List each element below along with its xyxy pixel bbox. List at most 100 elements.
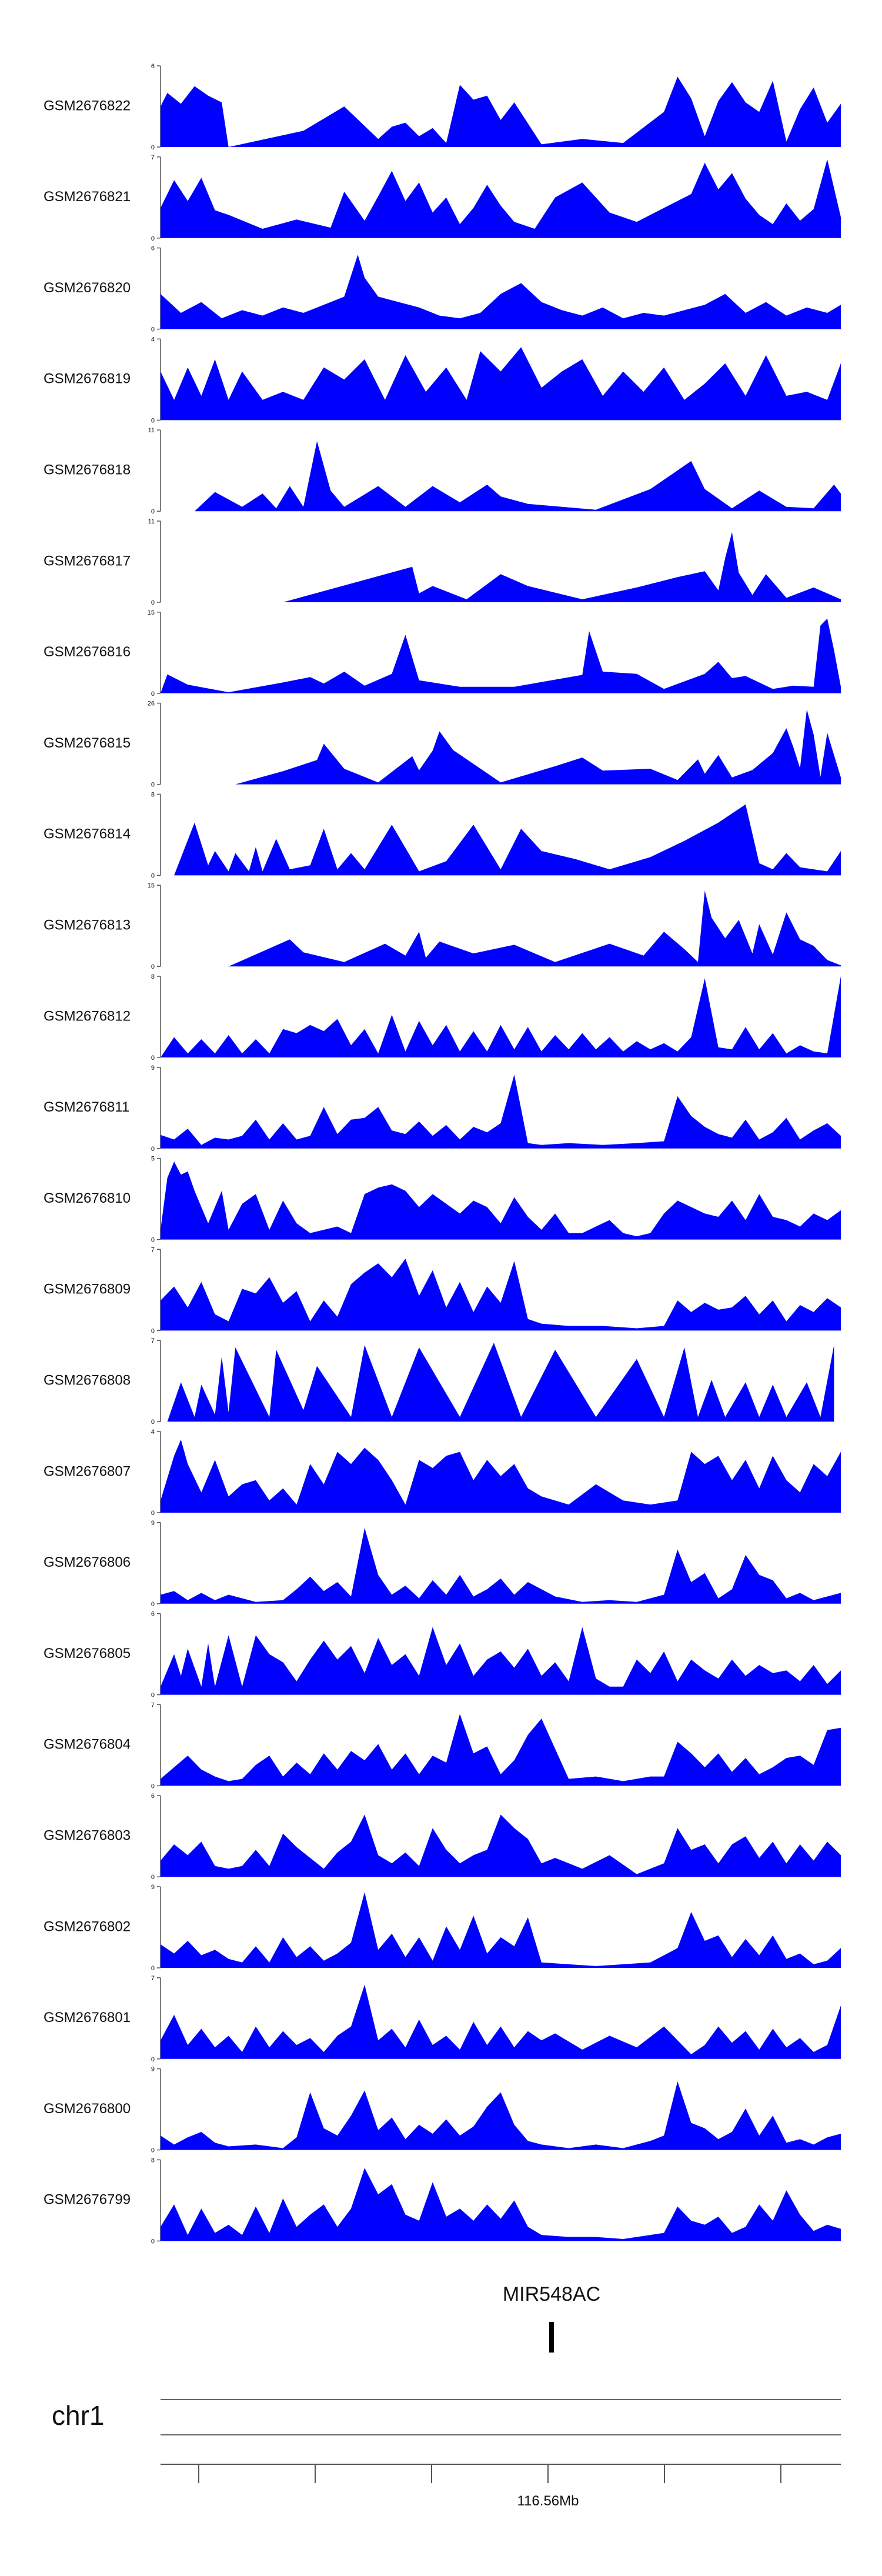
track-GSM2676804: GSM2676804 7 0 xyxy=(44,1701,841,1790)
track-ymin-label: 0 xyxy=(151,599,155,606)
track-ymax-label: 7 xyxy=(151,1337,155,1344)
track-label: GSM2676814 xyxy=(44,826,131,842)
coverage-area xyxy=(161,976,841,1057)
track-ymax-label: 11 xyxy=(148,427,155,434)
track-ymax-label: 9 xyxy=(151,2066,155,2073)
track-GSM2676812: GSM2676812 8 0 xyxy=(44,973,841,1062)
coverage-area xyxy=(161,2168,841,2241)
track-GSM2676799: GSM2676799 8 0 xyxy=(44,2157,841,2245)
track-ymax-label: 7 xyxy=(151,1975,155,1982)
track-GSM2676822: GSM2676822 6 0 xyxy=(44,63,841,151)
track-label: GSM2676808 xyxy=(44,1373,131,1389)
track-label: GSM2676806 xyxy=(44,1554,131,1570)
track-label: GSM2676811 xyxy=(44,1099,129,1115)
track-label: GSM2676800 xyxy=(44,2101,131,2117)
track-ymin-label: 0 xyxy=(151,235,155,242)
track-label: GSM2676803 xyxy=(44,1828,131,1844)
track-ymax-label: 6 xyxy=(151,245,155,252)
track-ymax-label: 6 xyxy=(151,63,155,70)
track-ymax-label: 15 xyxy=(148,609,155,616)
track-ymin-label: 0 xyxy=(151,1146,155,1153)
track-label: GSM2676810 xyxy=(44,1190,131,1206)
track-ymax-label: 15 xyxy=(148,882,155,889)
track-ymin-label: 0 xyxy=(151,690,155,698)
gene-mark xyxy=(549,2322,554,2353)
track-ymin-label: 0 xyxy=(151,1419,155,1426)
coverage-area xyxy=(161,1439,841,1513)
gene-label: MIR548AC xyxy=(503,2283,600,2305)
coverage-area xyxy=(161,1259,841,1331)
track-GSM2676806: GSM2676806 9 0 xyxy=(44,1520,841,1608)
track-label: GSM2676820 xyxy=(44,280,131,296)
coverage-area xyxy=(235,709,841,785)
track-ymax-label: 7 xyxy=(151,154,155,161)
track-label: GSM2676818 xyxy=(44,462,131,478)
track-GSM2676802: GSM2676802 9 0 xyxy=(44,1884,841,1972)
track-GSM2676814: GSM2676814 8 0 xyxy=(44,791,841,879)
axis-tick-label: 116.56Mb xyxy=(517,2493,579,2509)
track-GSM2676813: GSM2676813 15 0 xyxy=(44,882,841,970)
track-label: GSM2676801 xyxy=(44,2010,131,2026)
coverage-area xyxy=(161,347,841,421)
track-ymin-label: 0 xyxy=(151,144,155,151)
track-ymax-label: 7 xyxy=(151,1246,155,1253)
track-ymax-label: 4 xyxy=(151,1429,155,1436)
genomic-axis: 116.56Mb xyxy=(161,2464,841,2509)
track-GSM2676819: GSM2676819 4 0 xyxy=(44,336,841,424)
track-ymin-label: 0 xyxy=(151,2056,155,2063)
track-ymin-label: 0 xyxy=(151,872,155,879)
track-GSM2676821: GSM2676821 7 0 xyxy=(44,154,841,242)
track-GSM2676808: GSM2676808 7 0 xyxy=(44,1337,834,1426)
track-label: GSM2676819 xyxy=(44,371,131,387)
track-ymax-label: 7 xyxy=(151,1701,155,1709)
track-ymin-label: 0 xyxy=(151,1692,155,1699)
track-ymax-label: 4 xyxy=(151,336,155,343)
track-GSM2676811: GSM2676811 9 0 xyxy=(44,1065,841,1153)
track-ymin-label: 0 xyxy=(151,1874,155,1881)
track-GSM2676800: GSM2676800 9 0 xyxy=(44,2066,841,2154)
coverage-area xyxy=(161,1714,841,1786)
track-ymin-label: 0 xyxy=(151,1965,155,1972)
track-GSM2676805: GSM2676805 6 0 xyxy=(44,1611,841,1699)
track-ymax-label: 9 xyxy=(151,1884,155,1891)
track-GSM2676801: GSM2676801 7 0 xyxy=(44,1975,841,2063)
track-ymin-label: 0 xyxy=(151,1237,155,1244)
track-label: GSM2676807 xyxy=(44,1463,131,1479)
coverage-area xyxy=(283,532,841,602)
track-ymin-label: 0 xyxy=(151,2147,155,2154)
chromosome-label: chr1 xyxy=(52,2400,104,2431)
track-ymin-label: 0 xyxy=(151,508,155,515)
track-GSM2676815: GSM2676815 26 0 xyxy=(44,700,841,789)
track-label: GSM2676816 xyxy=(44,644,131,660)
track-ymax-label: 5 xyxy=(151,1156,155,1163)
track-label: GSM2676802 xyxy=(44,1918,131,1934)
track-label: GSM2676812 xyxy=(44,1008,131,1024)
coverage-area xyxy=(174,804,841,876)
chromosome-ideogram: chr1 xyxy=(52,2399,841,2435)
track-label: GSM2676815 xyxy=(44,735,131,751)
track-GSM2676807: GSM2676807 4 0 xyxy=(44,1429,841,1517)
track-ymin-label: 0 xyxy=(151,326,155,333)
track-GSM2676810: GSM2676810 5 0 xyxy=(44,1156,841,1244)
track-GSM2676817: GSM2676817 11 0 xyxy=(44,518,841,606)
track-ymin-label: 0 xyxy=(151,1055,155,1062)
coverage-area xyxy=(161,1627,841,1695)
track-GSM2676803: GSM2676803 6 0 xyxy=(44,1793,841,1881)
gene-annotation-track: MIR548AC xyxy=(503,2283,600,2353)
track-ymin-label: 0 xyxy=(151,782,155,789)
coverage-area xyxy=(161,1075,841,1149)
track-label: GSM2676804 xyxy=(44,1737,131,1753)
track-ymin-label: 0 xyxy=(151,1601,155,1608)
coverage-area xyxy=(161,1528,841,1604)
track-label: GSM2676813 xyxy=(44,917,131,933)
coverage-area xyxy=(161,1984,841,2059)
coverage-area xyxy=(194,441,841,512)
track-ymin-label: 0 xyxy=(151,963,155,970)
track-ymin-label: 0 xyxy=(151,1510,155,1517)
track-GSM2676809: GSM2676809 7 0 xyxy=(44,1246,841,1334)
track-ymax-label: 6 xyxy=(151,1611,155,1618)
track-ymax-label: 8 xyxy=(151,791,155,798)
track-ymin-label: 0 xyxy=(151,1783,155,1790)
track-label: GSM2676805 xyxy=(44,1646,131,1661)
